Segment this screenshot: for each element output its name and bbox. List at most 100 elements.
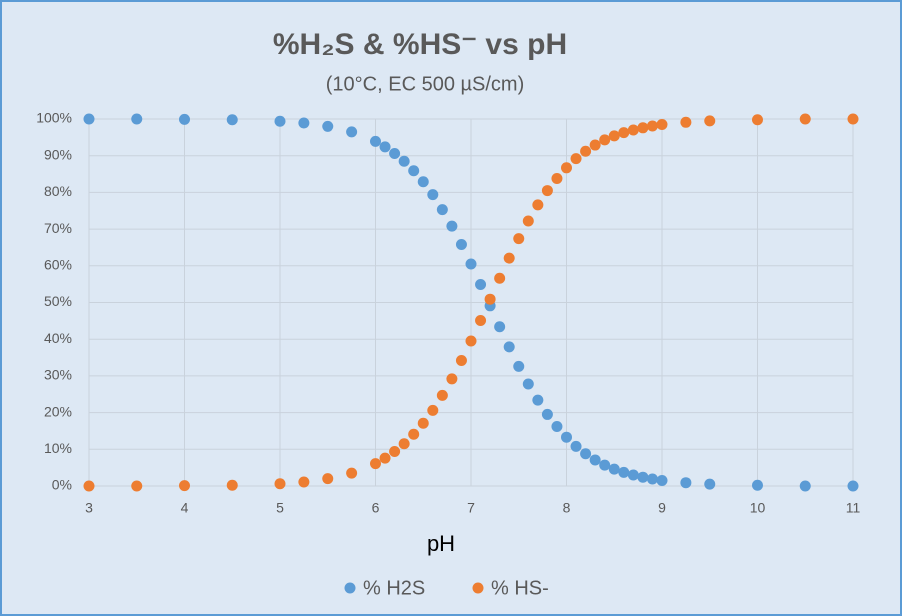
data-point [274, 115, 286, 127]
data-point [408, 165, 420, 177]
data-point [752, 114, 763, 126]
data-point [465, 258, 477, 270]
data-point [370, 135, 381, 147]
data-point [618, 466, 630, 478]
data-point [408, 428, 420, 440]
data-point [322, 473, 334, 485]
data-point [417, 417, 429, 429]
data-point [475, 314, 487, 326]
data-point [389, 446, 401, 458]
y-tick-label: 10% [44, 440, 72, 456]
data-point [570, 440, 582, 452]
data-point [503, 341, 515, 353]
data-point [561, 162, 572, 174]
data-point [83, 480, 95, 492]
y-tick-label: 90% [44, 146, 72, 162]
data-point [637, 471, 649, 483]
data-point [274, 478, 286, 490]
x-tick-label: 7 [467, 500, 475, 516]
data-point [541, 408, 553, 420]
data-point [752, 479, 763, 491]
data-point [646, 473, 658, 485]
data-point [131, 480, 143, 492]
data-point [532, 394, 544, 406]
data-point [656, 119, 668, 131]
data-point [589, 139, 601, 151]
data-point [551, 172, 563, 184]
y-tick-label: 40% [44, 330, 72, 346]
data-point [436, 204, 448, 216]
legend-marker [344, 582, 356, 594]
data-point [618, 127, 630, 139]
data-point [389, 147, 401, 159]
x-tick-label: 8 [563, 500, 571, 516]
x-tick-label: 5 [276, 500, 284, 516]
chart-subtitle: (10°C, EC 500 µS/cm) [326, 73, 524, 95]
x-tick-label: 10 [750, 500, 766, 516]
data-point [704, 478, 716, 490]
data-point [627, 469, 639, 481]
data-point [589, 454, 601, 466]
y-tick-label: 80% [44, 183, 72, 199]
data-point [398, 155, 410, 167]
data-point [637, 122, 649, 134]
data-point [522, 378, 534, 390]
data-point [580, 145, 592, 157]
x-axis-label: pH [427, 531, 455, 556]
data-point [427, 404, 439, 416]
data-point [455, 239, 467, 251]
data-point [446, 373, 458, 385]
data-point [646, 120, 658, 132]
y-tick-label: 0% [52, 477, 72, 493]
legend-marker [472, 582, 484, 594]
y-tick-label: 60% [44, 257, 72, 273]
data-point [532, 199, 544, 211]
data-point [513, 233, 525, 245]
data-point [608, 463, 620, 475]
data-point [179, 113, 190, 125]
data-point [704, 115, 716, 127]
data-point [417, 176, 429, 188]
data-point [475, 279, 487, 291]
chart-title: %H₂S & %HS⁻ vs pH [273, 28, 567, 61]
x-tick-label: 4 [181, 500, 189, 516]
data-point [570, 153, 582, 165]
y-tick-label: 100% [36, 110, 72, 126]
data-point [436, 389, 448, 401]
data-point [561, 431, 572, 443]
data-point [599, 134, 611, 146]
data-point [226, 114, 238, 126]
y-tick-label: 70% [44, 220, 72, 236]
legend-label: % HS- [491, 577, 549, 599]
legend-label: % H2S [363, 577, 425, 599]
data-point [379, 452, 391, 464]
data-point [455, 354, 467, 366]
data-point [131, 113, 143, 125]
data-point [580, 448, 592, 460]
data-point [226, 479, 238, 491]
data-point [346, 126, 358, 138]
data-point [322, 120, 334, 132]
data-point [446, 220, 458, 232]
data-point [398, 438, 410, 450]
x-tick-label: 11 [846, 500, 861, 516]
x-tick-label: 6 [372, 500, 380, 516]
data-point [847, 480, 859, 492]
data-point [522, 215, 534, 227]
x-tick-label: 3 [85, 500, 93, 516]
data-point [346, 467, 358, 479]
data-point [494, 321, 506, 333]
data-point [427, 189, 439, 201]
data-point [680, 116, 692, 128]
data-point [484, 293, 496, 305]
data-point [627, 124, 639, 136]
data-point [503, 252, 515, 264]
data-point [799, 480, 811, 492]
data-point [179, 480, 190, 492]
y-tick-label: 20% [44, 403, 72, 419]
y-tick-label: 30% [44, 367, 72, 383]
data-point [379, 141, 391, 153]
y-tick-label: 50% [44, 293, 72, 309]
data-point [608, 130, 620, 142]
